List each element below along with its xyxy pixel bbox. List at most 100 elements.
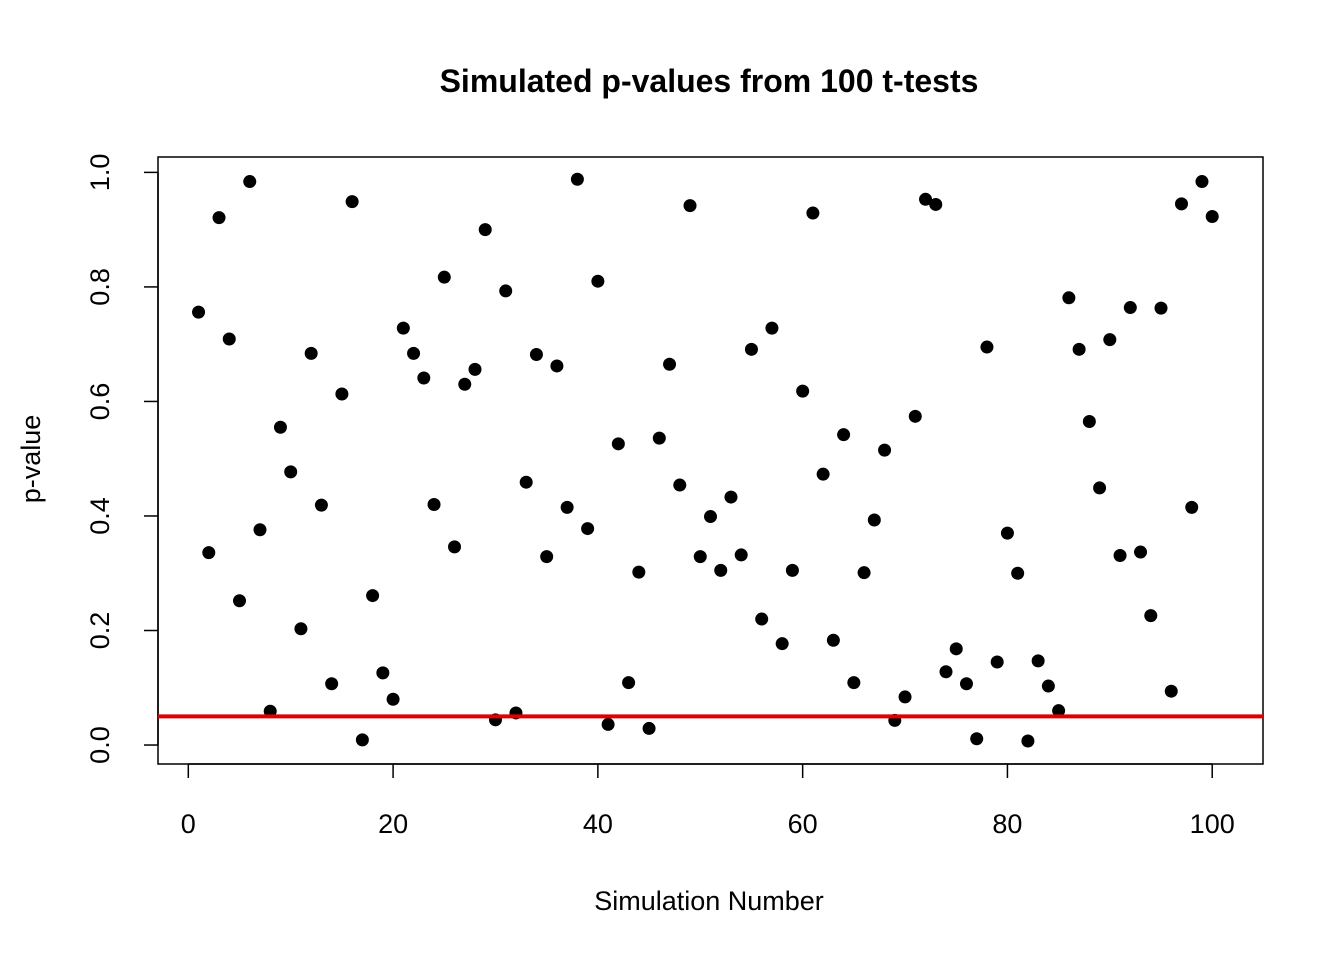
data-point: [519, 475, 533, 489]
data-point: [1103, 333, 1117, 347]
data-point: [233, 594, 247, 608]
data-point: [1185, 500, 1199, 514]
y-tick-label: 0.8: [85, 268, 115, 306]
data-point: [693, 550, 707, 564]
data-point: [990, 655, 1004, 669]
data-point: [550, 359, 564, 373]
data-point: [386, 692, 400, 706]
data-point: [806, 206, 820, 220]
data-point: [908, 409, 922, 423]
data-point: [959, 677, 973, 691]
data-point: [335, 387, 349, 401]
data-point: [1000, 526, 1014, 540]
data-point: [1134, 545, 1148, 559]
x-tick-label: 20: [378, 809, 408, 839]
data-point: [1195, 175, 1209, 189]
data-point: [1154, 301, 1168, 315]
data-point: [652, 431, 666, 445]
data-point: [816, 467, 830, 481]
data-point: [1164, 684, 1178, 698]
data-point: [601, 717, 615, 731]
data-point: [581, 522, 595, 536]
data-point: [1062, 291, 1076, 305]
data-point: [1205, 209, 1219, 223]
data-point: [970, 732, 984, 746]
x-tick-label: 80: [992, 809, 1022, 839]
y-tick-label: 0.4: [85, 497, 115, 535]
data-point: [1072, 342, 1086, 356]
data-point: [202, 546, 216, 560]
data-point: [591, 274, 605, 288]
data-point: [704, 510, 717, 524]
data-point: [212, 211, 226, 225]
data-point: [796, 384, 810, 398]
data-point: [724, 490, 738, 504]
data-point: [673, 478, 687, 492]
data-point: [1082, 414, 1096, 428]
data-point: [448, 540, 462, 554]
data-point: [663, 357, 677, 371]
data-point: [611, 437, 625, 451]
data-point: [1031, 654, 1045, 668]
data-point: [478, 223, 492, 237]
y-tick-label: 0.2: [85, 612, 115, 650]
data-point: [468, 362, 482, 376]
data-point: [765, 321, 779, 335]
data-point: [570, 172, 584, 186]
data-point: [949, 642, 963, 656]
data-point: [294, 622, 308, 636]
data-point: [642, 721, 656, 735]
data-point: [314, 498, 328, 512]
data-point: [325, 677, 339, 691]
y-tick-label: 1.0: [85, 154, 115, 192]
data-point: [243, 175, 257, 189]
data-point: [1113, 548, 1127, 562]
data-point: [1144, 609, 1158, 623]
data-point: [867, 513, 881, 527]
data-point: [1021, 734, 1035, 748]
data-point: [499, 284, 513, 298]
data-point: [1041, 679, 1055, 693]
data-point: [1011, 566, 1025, 580]
chart-title: Simulated p-values from 100 t-tests: [440, 63, 979, 99]
data-point: [1093, 481, 1107, 495]
data-point: [417, 371, 431, 385]
data-point: [304, 346, 318, 360]
data-point: [273, 420, 287, 434]
data-point: [734, 548, 748, 562]
data-point: [919, 192, 933, 206]
data-point: [560, 500, 574, 514]
data-point: [775, 637, 789, 651]
data-point: [222, 332, 236, 346]
data-point: [826, 633, 840, 647]
data-point: [1123, 301, 1137, 315]
data-point: [632, 565, 646, 579]
data-point: [366, 589, 380, 603]
y-tick-label: 0.0: [85, 726, 115, 764]
y-axis: 0.0 0.2 0.4 0.6 0.8 1.0: [85, 154, 159, 764]
data-point: [437, 270, 451, 284]
x-tick-label: 100: [1190, 809, 1235, 839]
data-point: [744, 342, 758, 356]
x-tick-label: 40: [583, 809, 613, 839]
data-point: [253, 523, 267, 537]
data-point: [284, 465, 298, 479]
data-point: [755, 612, 769, 626]
data-point: [345, 195, 359, 209]
data-point: [980, 340, 994, 354]
x-tick-label: 0: [181, 809, 196, 839]
data-point: [898, 690, 912, 704]
data-point: [714, 563, 728, 577]
data-point: [785, 563, 799, 577]
data-point: [622, 676, 636, 690]
data-point: [540, 550, 554, 564]
data-point: [939, 665, 953, 679]
data-point: [396, 321, 410, 335]
x-axis-label: Simulation Number: [594, 886, 824, 916]
data-point: [529, 347, 543, 361]
y-axis-label: p-value: [16, 415, 46, 504]
data-point: [683, 199, 697, 213]
data-point: [878, 443, 892, 457]
data-point: [458, 377, 472, 391]
